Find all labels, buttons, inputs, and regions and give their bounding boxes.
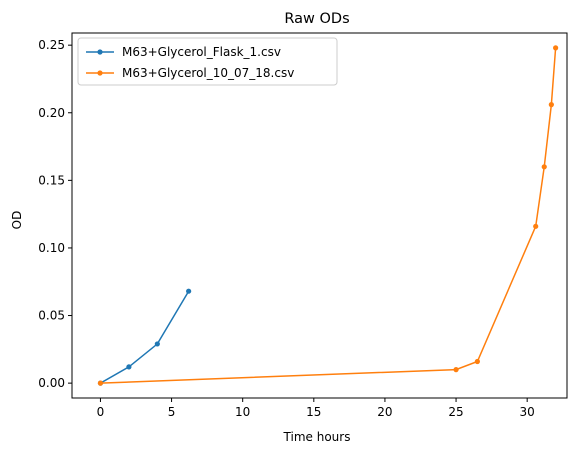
series-2 (97, 45, 559, 386)
data-point (474, 358, 480, 365)
plot-frame (71, 32, 568, 399)
legend-marker (97, 70, 103, 76)
data-point (126, 364, 132, 370)
data-point (548, 102, 554, 108)
legend-box (77, 37, 338, 86)
x-tick-label: 15 (306, 405, 321, 419)
series-line (100, 47, 557, 384)
x-tick-label: 10 (235, 405, 250, 419)
chart-title: Raw ODs (284, 11, 349, 27)
legend-marker (97, 49, 103, 55)
x-tick-label: 25 (448, 405, 463, 419)
data-point (154, 341, 160, 347)
data-point (533, 223, 539, 229)
data-point (97, 380, 104, 386)
legend-label: M63+Glycerol_10_07_18.csv (122, 66, 294, 80)
y-tick-label: 0.05 (38, 309, 65, 323)
data-point (541, 164, 547, 170)
legend-label: M63+Glycerol_Flask_1.csv (122, 45, 281, 59)
y-axis: 0.00 0.05 0.10 0.15 0.20 0.25 (38, 38, 72, 390)
y-tick-label: 0.15 (38, 173, 65, 187)
y-tick-label: 0.10 (38, 241, 65, 255)
series-line (100, 290, 190, 384)
data-point (453, 367, 459, 373)
y-tick-label: 0.25 (38, 38, 65, 52)
x-tick-label: 20 (377, 405, 392, 419)
y-tick-label: 0.20 (38, 106, 65, 120)
series-1 (97, 288, 192, 386)
y-tick-label: 0.00 (38, 376, 65, 390)
x-axis: 0 5 10 15 20 25 30 (97, 398, 535, 419)
y-axis-label: OD (10, 211, 24, 230)
legend: M63+Glycerol_Flask_1.csv M63+Glycerol_10_… (77, 37, 338, 86)
x-tick-label: 5 (168, 405, 176, 419)
data-point (186, 288, 192, 294)
x-tick-label: 30 (520, 405, 535, 419)
x-axis-label: Time hours (283, 430, 351, 444)
plot-area (71, 32, 568, 399)
data-point (553, 45, 559, 51)
series-layer (97, 45, 559, 386)
x-tick-label: 0 (97, 405, 105, 419)
